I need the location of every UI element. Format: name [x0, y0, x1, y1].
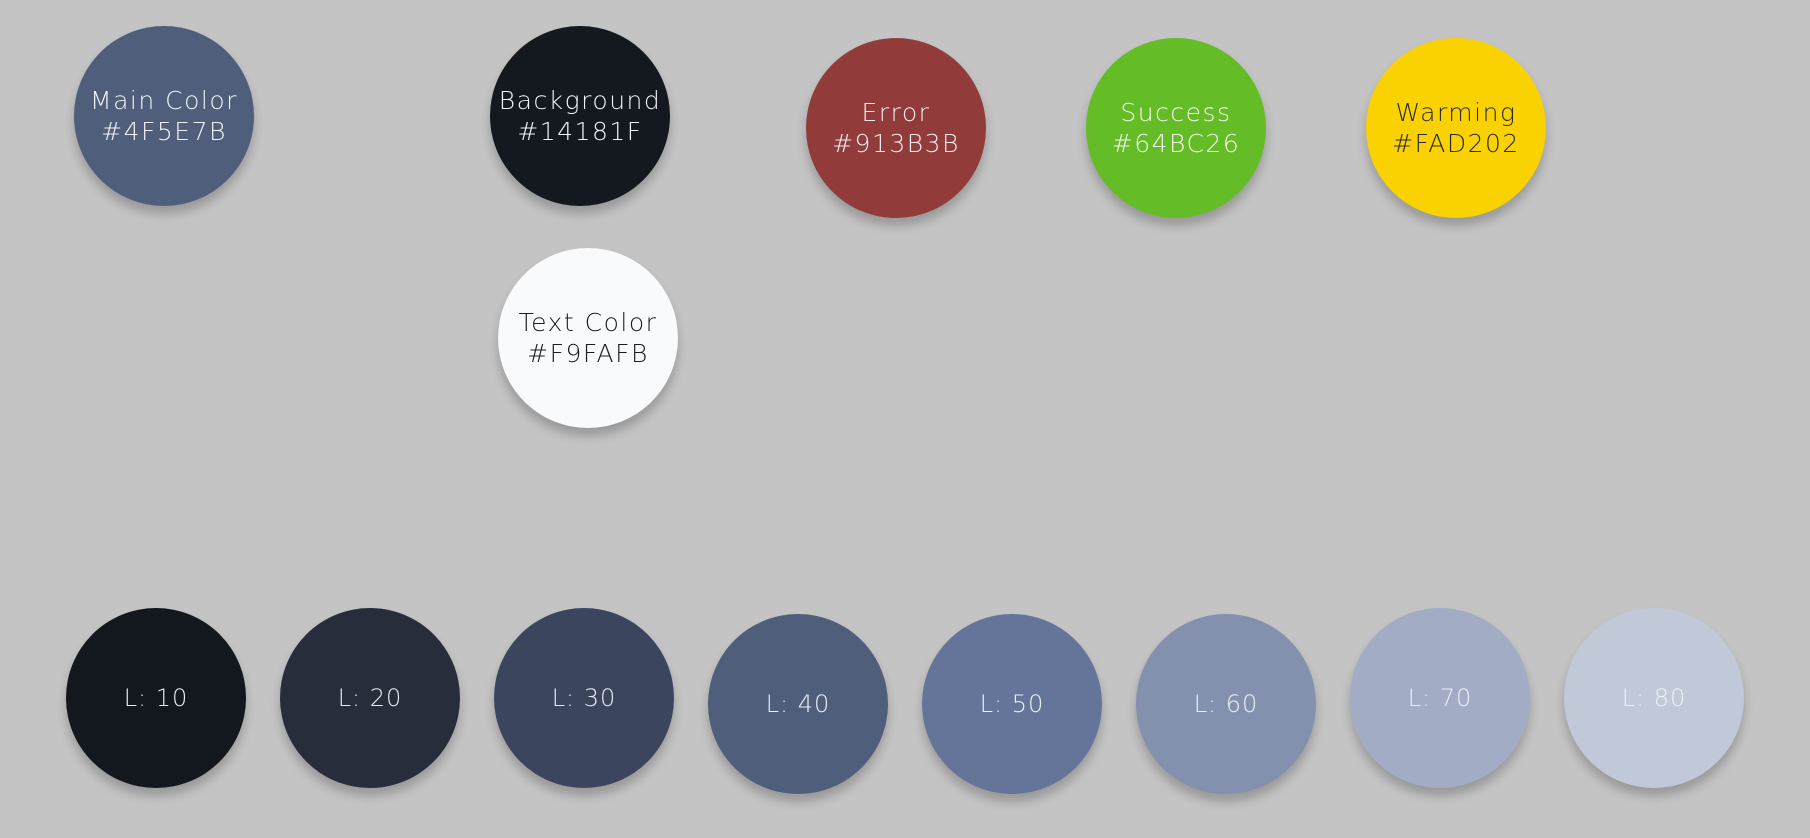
swatch-name: Background: [498, 86, 662, 115]
shade-swatch-l20: L: 20: [280, 608, 460, 788]
swatch-hex: #4F5E7B: [101, 117, 227, 146]
shade-swatch-l80: L: 80: [1564, 608, 1744, 788]
swatch-background: Background #14181F: [490, 26, 670, 206]
swatch-text-color: Text Color #F9FAFB: [498, 248, 678, 428]
swatch-warning: Warming #FAD202: [1366, 38, 1546, 218]
shade-label: L: 20: [337, 683, 403, 712]
shade-label: L: 70: [1407, 683, 1473, 712]
swatch-hex: #913B3B: [832, 129, 960, 158]
shade-label: L: 80: [1621, 683, 1687, 712]
shade-label: L: 30: [551, 683, 617, 712]
swatch-hex: #64BC26: [1111, 129, 1241, 158]
swatch-name: Warming: [1395, 98, 1517, 127]
shade-label: L: 10: [123, 683, 189, 712]
swatch-name: Error: [861, 98, 931, 127]
swatch-error: Error #913B3B: [806, 38, 986, 218]
swatch-name: Success: [1120, 98, 1232, 127]
shade-swatch-l50: L: 50: [922, 614, 1102, 794]
shade-label: L: 40: [765, 689, 831, 718]
shade-label: L: 50: [979, 689, 1045, 718]
swatch-name: Text Color: [518, 308, 658, 337]
swatch-hex: #F9FAFB: [527, 339, 649, 368]
shade-swatch-l30: L: 30: [494, 608, 674, 788]
swatch-main-color: Main Color #4F5E7B: [74, 26, 254, 206]
swatch-name: Main Color: [90, 86, 238, 115]
swatch-hex: #14181F: [517, 117, 643, 146]
shade-swatch-l40: L: 40: [708, 614, 888, 794]
shade-swatch-l10: L: 10: [66, 608, 246, 788]
shade-label: L: 60: [1193, 689, 1259, 718]
swatch-hex: #FAD202: [1392, 129, 1520, 158]
shade-swatch-l60: L: 60: [1136, 614, 1316, 794]
swatch-success: Success #64BC26: [1086, 38, 1266, 218]
shade-swatch-l70: L: 70: [1350, 608, 1530, 788]
